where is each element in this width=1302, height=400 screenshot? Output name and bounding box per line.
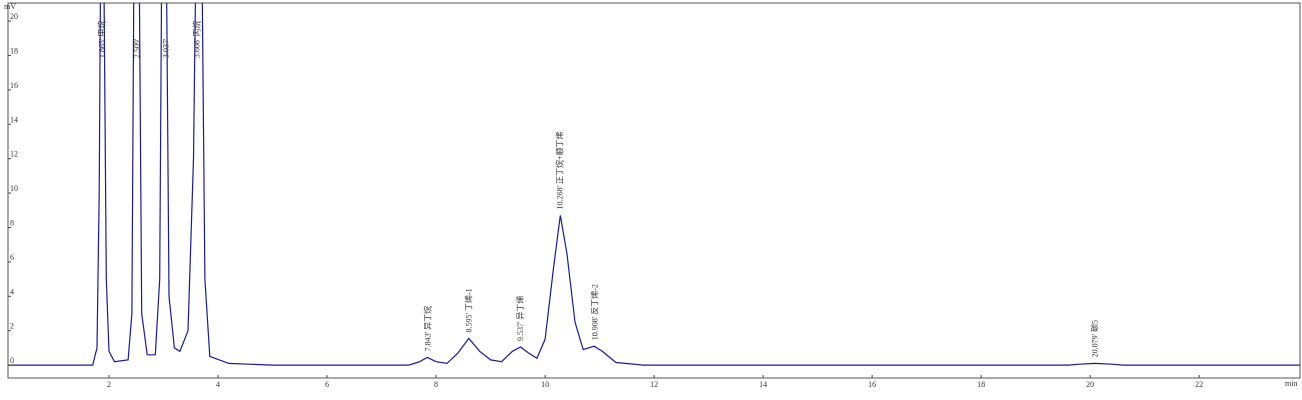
peak-label: 2.509'	[133, 38, 142, 58]
peak-label: 3.608' 丙烷	[192, 21, 202, 58]
x-tick-label: 16	[868, 380, 876, 389]
y-tick-label: 14	[10, 115, 18, 124]
peak-label: 7.843' 异丁烷	[422, 306, 432, 351]
y-tick-label: 12	[10, 150, 18, 159]
x-tick-label: 2	[107, 380, 111, 389]
peak-label: 10.908' 反丁烯-2	[590, 284, 600, 340]
peak-label: 20.079' 碳5	[1089, 320, 1099, 357]
peak-label: 3.037'	[162, 38, 171, 58]
x-tick-label: 18	[977, 380, 985, 389]
x-tick-label: 14	[759, 380, 767, 389]
y-tick-label: 20	[10, 12, 18, 21]
peak-label: 8.595' 丁烯-1	[463, 288, 473, 332]
x-tick-label: 8	[434, 380, 438, 389]
peak-label: 9.537' 异丁烯	[515, 296, 525, 341]
x-tick-label: 10	[541, 380, 549, 389]
y-tick-label: 8	[10, 218, 14, 227]
y-tick-label: 6	[10, 253, 14, 262]
peak-label: 10.268' 正丁烷+顺丁烯	[555, 131, 565, 209]
y-tick-label: 16	[10, 81, 18, 90]
y-axis-label: mV	[4, 2, 16, 11]
y-tick-label: 10	[10, 184, 18, 193]
x-tick-label: 4	[216, 380, 220, 389]
x-axis-label: min	[1285, 379, 1297, 388]
signal-line	[8, 3, 1300, 366]
peak-label: 1.865' 甲烷	[97, 21, 107, 58]
x-tick-label: 6	[325, 380, 329, 389]
x-tick-label: 22	[1195, 380, 1203, 389]
y-tick-label: 0	[10, 356, 14, 365]
x-tick-label: 20	[1086, 380, 1094, 389]
y-tick-label: 2	[10, 322, 14, 331]
y-tick-label: 4	[10, 287, 14, 296]
x-tick-label: 12	[650, 380, 658, 389]
y-tick-label: 18	[10, 46, 18, 55]
plot-frame	[7, 2, 1301, 379]
